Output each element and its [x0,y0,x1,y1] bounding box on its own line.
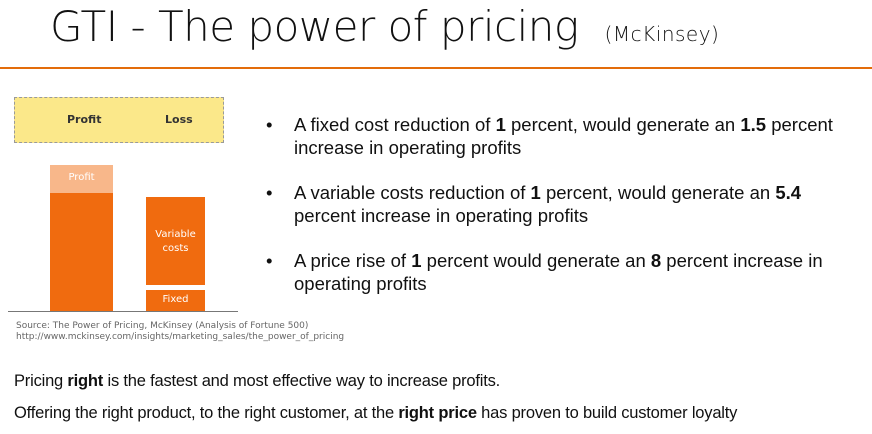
profit-segment-label: Profit [68,172,95,183]
bullet-text: percent increase in operating profits [294,205,589,226]
bullet-number: 8 [650,250,662,271]
conclusion-text: is the fastest and most effective way to… [103,372,501,390]
bullet-text: percent increase in operating profits [294,250,823,294]
bullet-number: 1.5 [740,114,767,135]
conclusion-text: Offering the right product, to the right… [14,404,399,422]
fixed-costs-segment: Fixed [146,290,205,311]
conclusion-line-1: Pricing right is the fastest and most ef… [14,372,500,391]
bullet-text: percent, would generate an [505,114,741,135]
conclusion-line-2: Offering the right product, to the right… [14,404,737,423]
source-citation: Source: The Power of Pricing, McKinsey (… [16,321,309,331]
bullet-marker: • [266,114,273,135]
bullet-fixed-cost: • A fixed cost reduction of 1 percent, w… [266,113,866,159]
bullet-text: percent increase in operating profits [294,114,833,158]
profit-segment: Profit [50,165,113,193]
bullet-text: percent, would generate an [540,182,776,203]
bullet-text: A price rise of [294,250,412,271]
variable-costs-label-line2: costs [162,243,189,254]
conclusion-emphasis: right [67,372,104,390]
bullet-variable-cost: • A variable costs reduction of 1 percen… [266,181,866,227]
slide-title: GTI - The power of pricing (McKinsey) [50,2,719,51]
bullet-text: A variable costs reduction of [294,182,531,203]
bullet-number: 5.4 [775,182,802,203]
revenue-bar [50,193,113,311]
conclusion-text: has proven to build customer loyalty [476,404,738,422]
graphic-baseline [8,311,238,312]
conclusion-emphasis: right price [398,404,477,422]
fixed-costs-label: Fixed [162,294,189,305]
bullet-marker: • [266,182,273,203]
title-source: (McKinsey) [604,22,720,46]
title-main: GTI - The power of pricing [50,2,579,51]
bullet-price-rise: • A price rise of 1 percent would genera… [266,249,866,295]
bullet-number: 1 [530,182,541,203]
variable-costs-segment: Variable costs [146,197,205,285]
title-divider [0,67,872,69]
bullet-text: A fixed cost reduction of [294,114,496,135]
profit-loss-legend: Profit Loss [14,97,224,143]
variable-costs-label-line1: Variable [155,229,196,240]
legend-loss-label: Loss [165,113,193,126]
bullet-number: 1 [411,250,422,271]
bullet-number: 1 [495,114,506,135]
bullet-marker: • [266,250,273,271]
legend-profit-label: Profit [67,113,102,126]
bullet-text: percent would generate an [421,250,651,271]
conclusion-text: Pricing [14,372,68,390]
source-note: Source: The Power of Pricing, McKinsey (… [16,321,344,343]
key-facts-list: • A fixed cost reduction of 1 percent, w… [266,113,866,317]
source-url: http://www.mckinsey.com/insights/marketi… [16,332,345,342]
